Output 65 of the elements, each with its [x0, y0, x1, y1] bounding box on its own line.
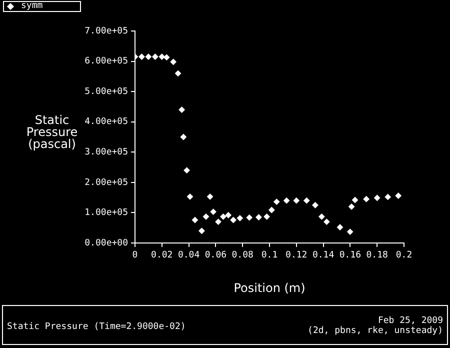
y-tick-label: 4.00e+05	[84, 117, 128, 128]
point	[198, 228, 205, 234]
y-tick-label: 3.00e+05	[84, 147, 128, 158]
point	[138, 54, 145, 60]
point	[192, 216, 198, 223]
x-tick-label: 0.02	[151, 250, 173, 261]
x-tick-label: 0.1	[261, 250, 278, 261]
point	[352, 196, 358, 203]
point	[180, 134, 186, 140]
point	[230, 216, 236, 223]
x-tick-label: 0.08	[232, 250, 254, 261]
y-tick-label: 2.00e+05	[84, 178, 128, 188]
point	[395, 192, 402, 199]
point	[178, 106, 185, 113]
point	[363, 196, 370, 202]
point	[274, 198, 280, 205]
point	[210, 208, 216, 215]
point	[158, 54, 165, 60]
point	[170, 58, 176, 65]
point	[152, 54, 158, 60]
point	[184, 167, 190, 174]
point	[374, 194, 380, 201]
point	[324, 218, 330, 225]
y-tick-label: 6.00e+05	[84, 56, 128, 67]
text: Static Pressure (Time=2.9000e-02)	[7, 322, 186, 332]
x-tick-label: 0	[132, 250, 138, 261]
point	[304, 198, 310, 204]
point	[164, 54, 170, 60]
point	[284, 198, 290, 204]
point	[268, 206, 275, 213]
point	[336, 224, 343, 230]
x-axis-title: Position (m)	[234, 280, 306, 295]
x-tick-label: 0.2	[396, 250, 412, 261]
point	[264, 214, 270, 220]
point	[347, 228, 354, 235]
point	[348, 204, 355, 210]
point	[246, 214, 252, 221]
point	[225, 212, 232, 218]
y-tick-label: 5.00e+05	[84, 86, 128, 97]
point	[175, 70, 182, 76]
point	[318, 214, 325, 220]
x-tick-label: 0.06	[204, 250, 227, 261]
point	[236, 215, 243, 222]
x-tick-label: 0.04	[178, 250, 200, 261]
legend-label: symm	[21, 1, 43, 11]
point	[145, 54, 152, 60]
x-tick-label: 0.16	[339, 250, 362, 261]
point	[215, 218, 222, 225]
x-tick-label: 0.14	[312, 250, 334, 261]
point	[384, 194, 391, 200]
point	[220, 214, 226, 220]
y-axis-title: Static Pressure (pascal)	[26, 112, 78, 151]
y-tick-label: 0.00e+00	[84, 238, 128, 248]
point	[203, 214, 210, 220]
x-tick-label: 0.18	[366, 250, 388, 261]
x-tick-label: 0.12	[286, 250, 308, 261]
y-tick-label: 1.00e+05	[84, 208, 128, 218]
point	[187, 194, 194, 200]
text: Feb 25, 2009	[376, 316, 443, 326]
point	[256, 214, 262, 220]
point	[293, 198, 300, 204]
point	[312, 202, 318, 208]
y-tick-label: 7.00e+05	[84, 26, 128, 36]
point	[207, 194, 214, 200]
text: (2d, pbns, rke, unsteady)	[308, 326, 443, 336]
